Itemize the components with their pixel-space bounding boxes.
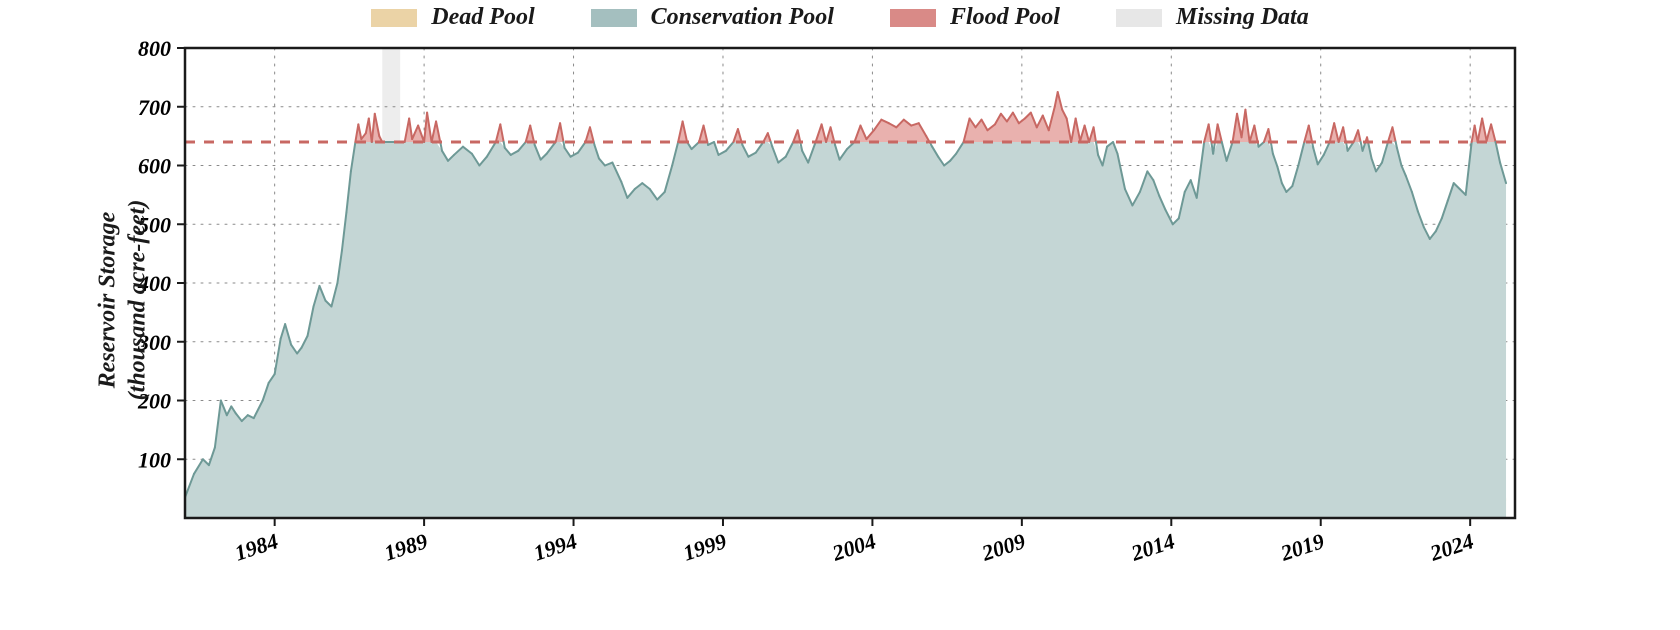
- svg-text:1989: 1989: [381, 528, 431, 565]
- y-axis-label-line2: (thousand acre-feet): [122, 200, 152, 401]
- legend-label: Dead Pool: [431, 4, 534, 31]
- svg-text:2024: 2024: [1426, 528, 1477, 566]
- legend-label: Flood Pool: [950, 4, 1060, 31]
- legend-label: Missing Data: [1176, 4, 1309, 31]
- svg-text:1994: 1994: [530, 528, 580, 565]
- svg-text:2019: 2019: [1277, 528, 1328, 566]
- svg-text:1984: 1984: [232, 528, 282, 565]
- legend-item-dead-pool: Dead Pool: [371, 4, 534, 31]
- svg-text:2009: 2009: [978, 528, 1029, 566]
- legend-item-flood-pool: Flood Pool: [890, 4, 1060, 31]
- svg-text:100: 100: [138, 447, 171, 472]
- legend-swatch: [890, 9, 936, 27]
- legend-swatch: [1116, 9, 1162, 27]
- legend-item-missing-data: Missing Data: [1116, 4, 1309, 31]
- svg-text:1999: 1999: [680, 528, 730, 565]
- svg-text:2004: 2004: [828, 528, 879, 566]
- svg-text:700: 700: [138, 95, 171, 120]
- legend-label: Conservation Pool: [651, 4, 834, 31]
- svg-text:800: 800: [138, 36, 171, 61]
- reservoir-storage-chart: 1002003004005006007008001984198919941999…: [0, 0, 1680, 630]
- legend: Dead Pool Conservation Pool Flood Pool M…: [0, 4, 1680, 31]
- legend-swatch: [371, 9, 417, 27]
- chart-container: { "legend": { "items": [ { "label": "Dea…: [0, 0, 1680, 630]
- y-axis-label-line1: Reservoir Storage: [94, 212, 120, 389]
- svg-text:600: 600: [138, 154, 171, 179]
- legend-item-conservation-pool: Conservation Pool: [591, 4, 834, 31]
- y-axis-label: Reservoir Storage (thousand acre-feet): [92, 200, 152, 401]
- svg-text:2014: 2014: [1127, 528, 1178, 566]
- legend-swatch: [591, 9, 637, 27]
